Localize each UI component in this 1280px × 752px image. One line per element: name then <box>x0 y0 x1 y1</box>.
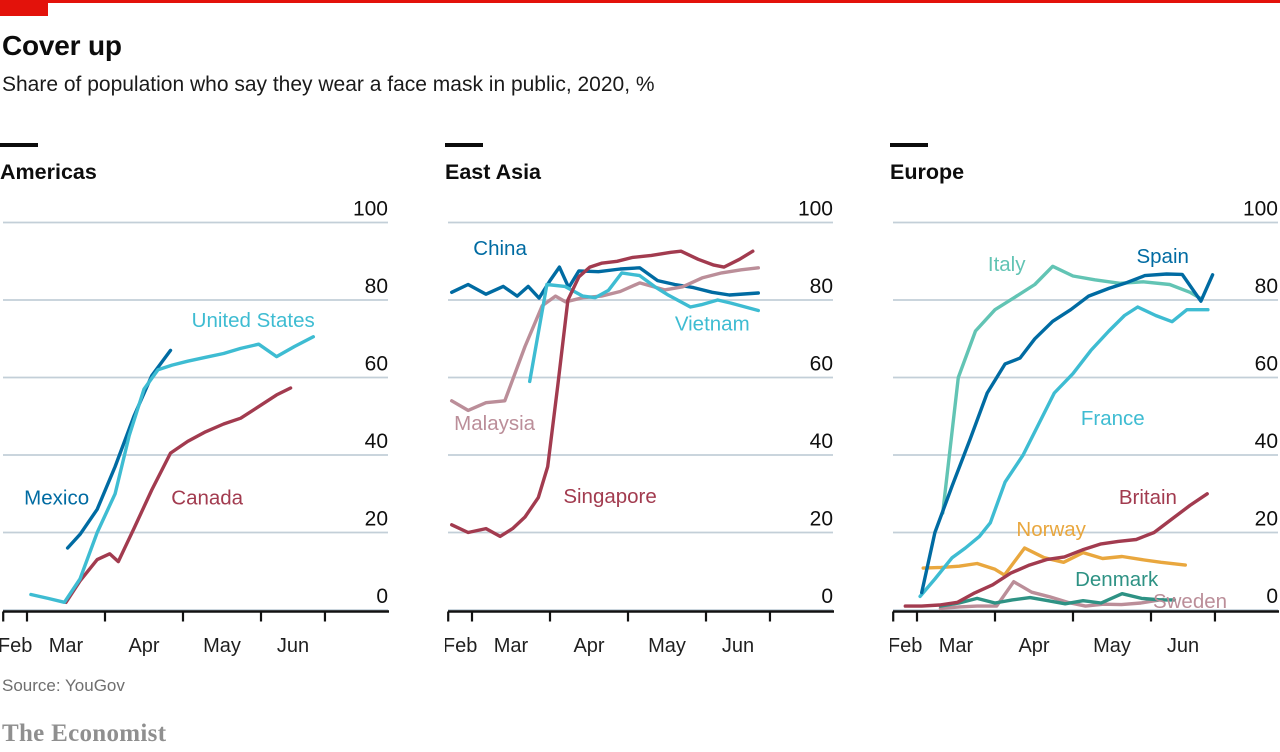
panel-tick-bar <box>0 143 38 147</box>
series-label-mexico: Mexico <box>24 487 89 510</box>
y-tick-label: 100 <box>798 198 833 221</box>
y-tick-label: 40 <box>1255 430 1278 453</box>
series-label-denmark: Denmark <box>1075 568 1159 591</box>
x-tick-label: Jun <box>1167 635 1199 657</box>
y-tick-label: 40 <box>365 430 388 453</box>
series-label-malaysia: Malaysia <box>454 412 535 435</box>
y-tick-label: 60 <box>365 353 388 376</box>
panel-title-east-asia: East Asia <box>445 160 542 184</box>
x-tick-label: Mar <box>494 635 529 657</box>
panel-americas: Americas 0 20 40 60 80 100 Feb Mar Apr May Jun Mexi… <box>0 140 392 670</box>
economist-wordmark: The Economist <box>2 720 167 747</box>
series-label-sweden: Sweden <box>1153 590 1227 613</box>
series-label-singapore: Singapore <box>563 485 656 508</box>
x-tick-label: Apr <box>1018 635 1049 657</box>
series-line-canada <box>64 386 293 604</box>
series-line-sweden <box>938 580 1165 611</box>
y-tick-label: 20 <box>810 508 833 531</box>
y-tick-label: 0 <box>376 585 388 608</box>
y-tick-label: 0 <box>821 585 833 608</box>
x-tick-label: Feb <box>0 635 32 657</box>
y-tick-label: 100 <box>353 198 388 221</box>
panel-title-europe: Europe <box>890 160 965 184</box>
panel-title-americas: Americas <box>0 160 97 184</box>
x-tick-label: Jun <box>277 635 309 657</box>
y-tick-label: 40 <box>810 430 833 453</box>
series-label-britain: Britain <box>1119 486 1177 509</box>
x-tick-label: Mar <box>939 635 974 657</box>
chart-subtitle: Share of population who say they wear a … <box>2 73 655 96</box>
source-note: Source: YouGov <box>2 676 125 695</box>
economist-red-tab <box>0 3 48 16</box>
series-line-spain <box>920 272 1215 595</box>
series-line-united-states <box>29 335 315 604</box>
panel-east-asia: East Asia 0 20 40 60 80 100 Feb Mar Apr May Jun Chi… <box>445 140 837 670</box>
series-line-vietnam <box>528 271 760 384</box>
y-tick-label: 60 <box>810 353 833 376</box>
series-line-norway <box>921 546 1187 577</box>
chart-east-asia: 0 20 40 60 80 100 Feb Mar Apr May Jun China Malaysia… <box>445 198 834 657</box>
series-label-china: China <box>473 237 527 260</box>
series-line-mexico <box>65 348 173 550</box>
chart-americas: 0 20 40 60 80 100 Feb Mar Apr May Jun Mexico Canada U… <box>0 198 389 657</box>
x-tick-label: May <box>648 635 686 657</box>
y-tick-label: 100 <box>1243 198 1278 221</box>
series-label-united-states: United States <box>192 309 315 332</box>
x-tick-label: Apr <box>128 635 159 657</box>
series-label-france: France <box>1081 407 1145 430</box>
series-line-china <box>450 265 760 300</box>
y-tick-label: 80 <box>1255 275 1278 298</box>
series-label-spain: Spain <box>1136 245 1188 268</box>
y-tick-label: 80 <box>365 275 388 298</box>
x-tick-label: Mar <box>49 635 84 657</box>
y-tick-label: 0 <box>1266 585 1278 608</box>
y-tick-label: 20 <box>1255 508 1278 531</box>
y-tick-label: 20 <box>365 508 388 531</box>
y-tick-label: 60 <box>1255 353 1278 376</box>
series-line-italy <box>941 264 1202 515</box>
series-line-denmark <box>938 592 1177 608</box>
panel-tick-bar <box>890 143 928 147</box>
x-tick-label: Jun <box>722 635 754 657</box>
chart-title: Cover up <box>2 30 122 61</box>
series-label-canada: Canada <box>171 487 243 510</box>
chart-europe: 0 20 40 60 80 100 Feb Mar Apr May Jun Norway SwedenD… <box>890 198 1279 657</box>
x-tick-label: Feb <box>445 635 477 657</box>
x-tick-label: Apr <box>573 635 604 657</box>
x-tick-label: May <box>203 635 241 657</box>
series-line-singapore <box>450 249 755 539</box>
series-label-vietnam: Vietnam <box>675 312 750 335</box>
series-line-france <box>918 305 1210 599</box>
top-red-rule <box>0 0 1280 3</box>
series-label-italy: Italy <box>988 253 1026 276</box>
y-tick-label: 80 <box>810 275 833 298</box>
x-tick-label: Feb <box>890 635 922 657</box>
series-label-norway: Norway <box>1016 518 1086 541</box>
x-tick-label: May <box>1093 635 1131 657</box>
panel-europe: Europe 0 20 40 60 80 100 Feb Mar Apr May Jun Norway… <box>890 140 1280 670</box>
panel-tick-bar <box>445 143 483 147</box>
series-line-britain <box>903 492 1209 608</box>
